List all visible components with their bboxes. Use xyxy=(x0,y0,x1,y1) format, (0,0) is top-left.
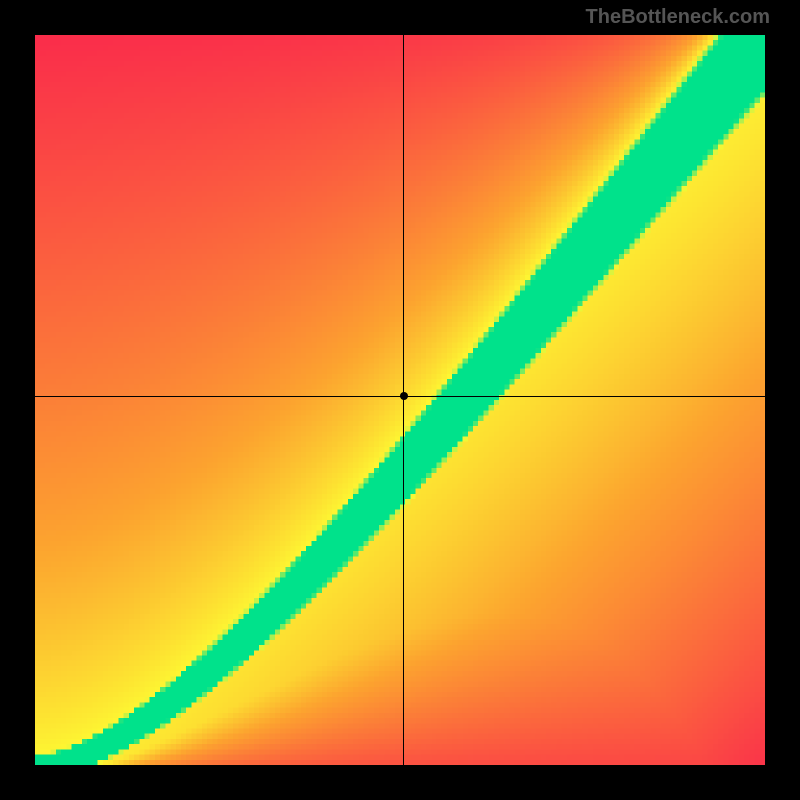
heatmap-canvas xyxy=(35,35,765,765)
attribution-text: TheBottleneck.com xyxy=(586,6,770,29)
chart-container: TheBottleneck.com xyxy=(0,0,800,800)
crosshair-dot xyxy=(400,392,408,400)
